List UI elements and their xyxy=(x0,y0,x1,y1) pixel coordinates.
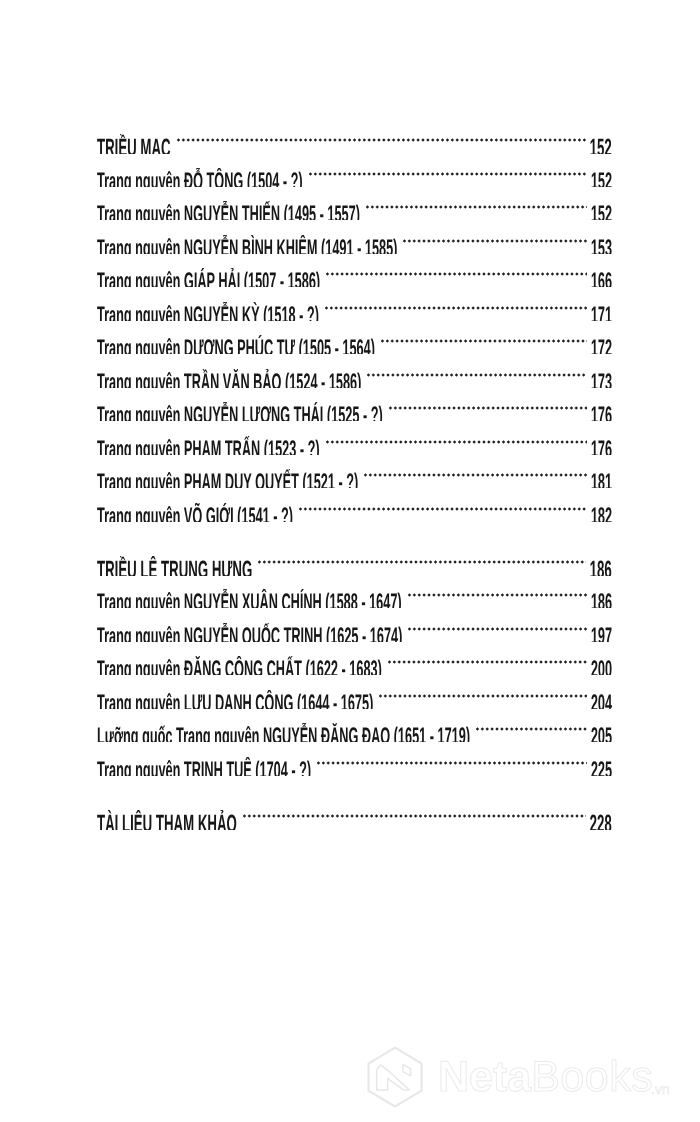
svg-text:NetaBooks: NetaBooks xyxy=(438,1053,653,1101)
svg-text:.vn: .vn xyxy=(651,1081,670,1097)
